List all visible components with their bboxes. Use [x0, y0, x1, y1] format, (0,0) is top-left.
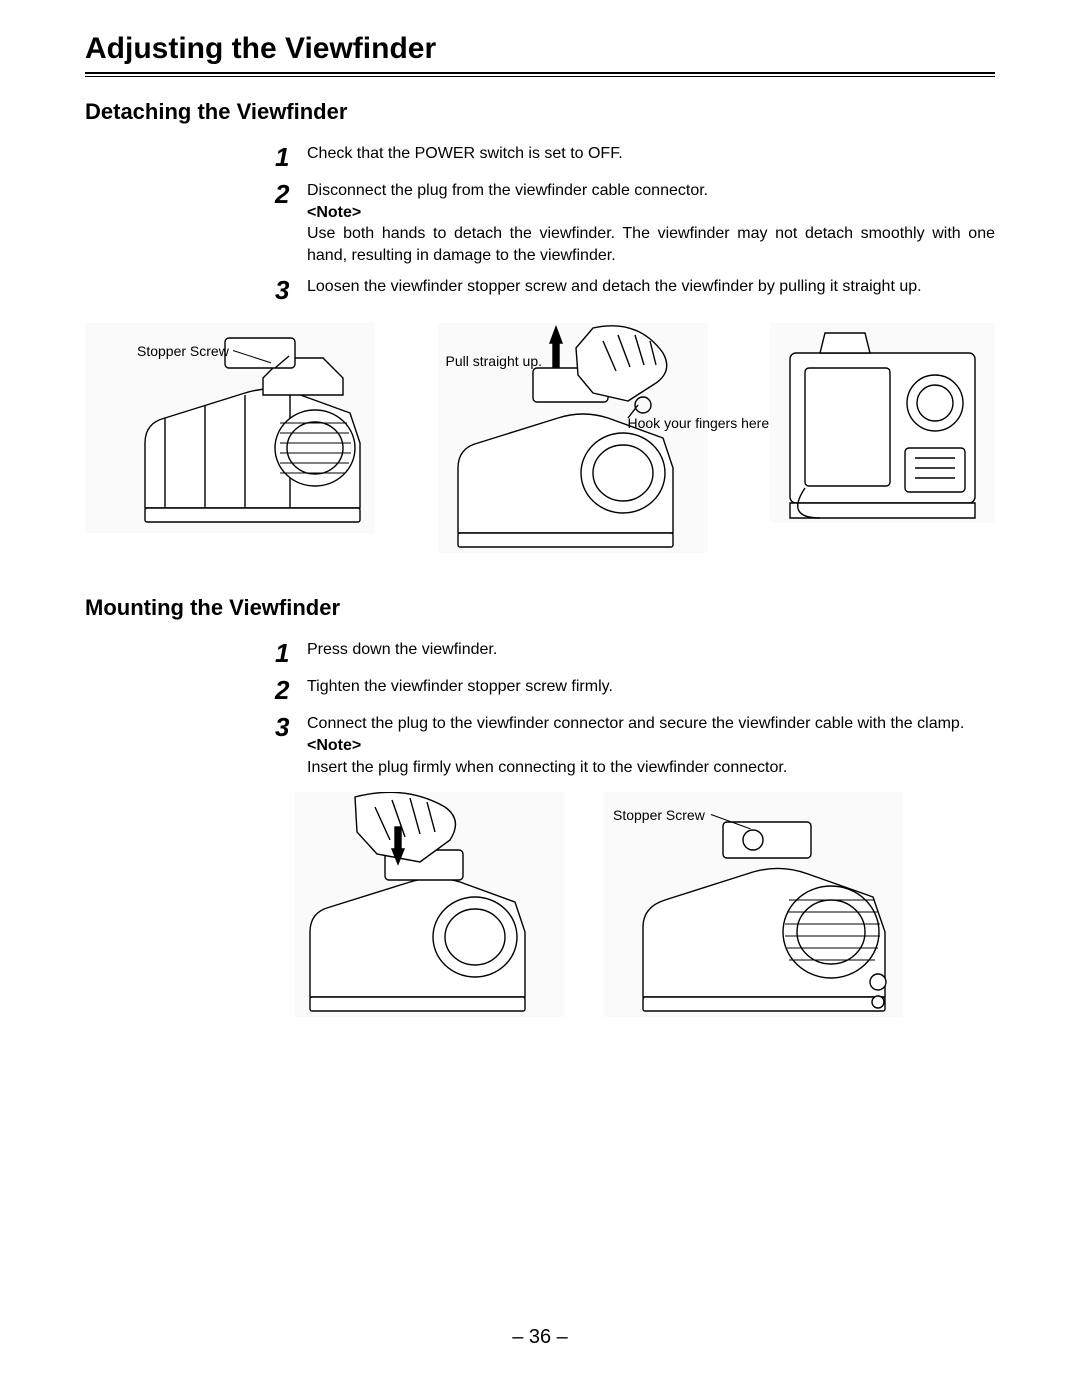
- detach-steps: 1 Check that the POWER switch is set to …: [275, 143, 995, 303]
- mount-steps: 1 Press down the viewfinder. 2 Tighten t…: [275, 639, 995, 778]
- section-title-detaching: Detaching the Viewfinder: [85, 99, 995, 125]
- step-text: Tighten the viewfinder stopper screw fir…: [307, 676, 995, 698]
- note-text: Insert the plug firmly when connecting i…: [307, 759, 787, 776]
- mount-step-3: 3 Connect the plug to the viewfinder con…: [275, 713, 995, 778]
- detach-step-2: 2 Disconnect the plug from the viewfinde…: [275, 180, 995, 266]
- detach-step-3: 3 Loosen the viewfinder stopper screw an…: [275, 276, 995, 303]
- mount-figure-1: [295, 792, 565, 1017]
- step-text: Connect the plug to the viewfinder conne…: [307, 713, 995, 778]
- title-rule: [85, 72, 995, 77]
- note-label: <Note>: [307, 204, 361, 221]
- step-number: 1: [275, 639, 307, 666]
- step-text: Disconnect the plug from the viewfinder …: [307, 180, 995, 266]
- camera-stopper-screw-illustration: [603, 792, 903, 1017]
- step-number: 1: [275, 143, 307, 170]
- callout-stopper-screw: Stopper Screw: [137, 343, 229, 359]
- step-main-text: Disconnect the plug from the viewfinder …: [307, 182, 708, 199]
- step-text: Check that the POWER switch is set to OF…: [307, 143, 995, 165]
- section-title-mounting: Mounting the Viewfinder: [85, 595, 995, 621]
- callout-hook-fingers: Hook your fingers here.: [628, 415, 774, 431]
- step-number: 2: [275, 676, 307, 703]
- page-number: – 36 –: [0, 1326, 1080, 1349]
- step-number: 3: [275, 276, 307, 303]
- detach-figures: Stopper Screw: [85, 323, 995, 553]
- step-number: 3: [275, 713, 307, 740]
- step-number: 2: [275, 180, 307, 207]
- callout-pull-straight-up: Pull straight up.: [446, 353, 543, 369]
- callout-stopper-screw-2: Stopper Screw: [613, 807, 705, 823]
- step-main-text: Connect the plug to the viewfinder conne…: [307, 715, 964, 732]
- mount-figures: Stopper Screw: [295, 792, 995, 1017]
- step-text: Loosen the viewfinder stopper screw and …: [307, 276, 995, 298]
- detach-figure-2: Pull straight up. Hook your fingers here…: [438, 323, 708, 553]
- camera-rear-illustration: [770, 323, 995, 523]
- step-text: Press down the viewfinder.: [307, 639, 995, 661]
- detach-step-1: 1 Check that the POWER switch is set to …: [275, 143, 995, 170]
- camera-illustration: [85, 323, 375, 533]
- note-text: Use both hands to detach the viewfinder.…: [307, 225, 995, 264]
- mount-step-1: 1 Press down the viewfinder.: [275, 639, 995, 666]
- mount-step-2: 2 Tighten the viewfinder stopper screw f…: [275, 676, 995, 703]
- page-title: Adjusting the Viewfinder: [85, 32, 995, 72]
- mount-figure-2: Stopper Screw: [603, 792, 903, 1017]
- camera-press-down-illustration: [295, 792, 565, 1017]
- detach-figure-3: [770, 323, 995, 553]
- detach-figure-1: Stopper Screw: [85, 323, 375, 553]
- note-label: <Note>: [307, 737, 361, 754]
